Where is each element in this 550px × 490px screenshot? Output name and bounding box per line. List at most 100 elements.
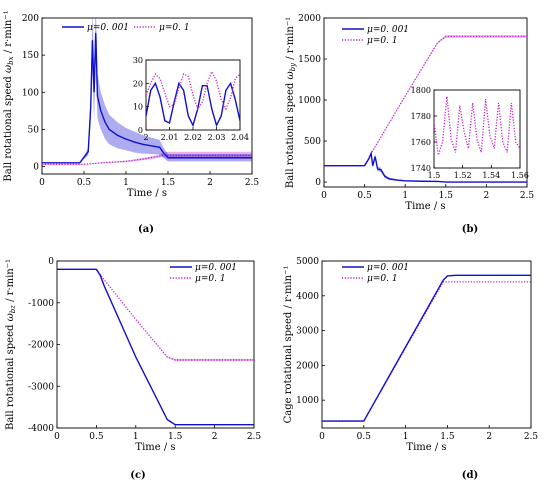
panel-a-ylabel-unit: / r·min⁻¹ xyxy=(3,10,14,56)
panel-d-series-mu-0001 xyxy=(322,274,531,422)
panel-b-ytick-label: 500 xyxy=(304,137,321,147)
panel-c-legend-label: μ=0. 001 xyxy=(195,263,237,273)
panel-a-inset-xtick-label: 2.03 xyxy=(208,133,226,142)
panel-b-inset-ytick-label: 1800 xyxy=(411,86,431,95)
panel-b-xtick-label: 0 xyxy=(321,191,327,201)
panel-a-inset-xtick-label: 2.02 xyxy=(184,133,202,142)
panel-a-inset-series-mu-01 xyxy=(146,70,240,111)
panel-b-legend-label: μ=0. 1 xyxy=(367,36,398,46)
panel-a-ylabel-text: Ball rotational speed xyxy=(3,73,14,182)
panel-a-xtick-label: 1.5 xyxy=(161,178,176,188)
panel-a-inset-ytick-label: 0 xyxy=(138,126,143,135)
panel-a-inset-xtick-label: 2.01 xyxy=(161,133,179,142)
panel-b-ytick-label: 2000 xyxy=(298,14,321,24)
panel-b-inset-series-mu-01 xyxy=(434,96,520,156)
panel-b-inset: 1.5 1.52 1.54 1.56 1740 1760 1780 1800 xyxy=(411,86,529,180)
panel-a-inset-ytick-label: 10 xyxy=(133,103,143,112)
panel-a-xtick-label: 0.5 xyxy=(77,178,92,188)
panel-c-ylabel-subscript: bz xyxy=(9,305,17,313)
panel-d-xtick-label: 2.5 xyxy=(524,432,539,442)
panel-d-xtick-label: 1 xyxy=(403,432,409,442)
panel-b-xtick-label: 1 xyxy=(402,191,408,201)
panel-c-ytick-label: -2000 xyxy=(28,341,54,351)
panel-d-ytick-label: 2000 xyxy=(296,361,319,371)
panel-a-ylabel-symbol: ω xyxy=(3,65,14,73)
panel-d-series-mu-01 xyxy=(322,281,531,422)
panel-c-frame xyxy=(56,260,255,429)
panel-d-xtick-label: 0.5 xyxy=(357,432,372,442)
panel-b-inset-xtick-label: 1.5 xyxy=(428,171,441,180)
panel-a-ytick-label: 200 xyxy=(22,14,39,24)
panel-b-inset-xtick-label: 1.54 xyxy=(482,171,500,180)
panel-b-series-mu-0001 xyxy=(324,150,527,183)
panel-a-series-mu-0001 xyxy=(42,32,252,164)
panel-c-ylabel: Ball rotational speed ωbz / r·min⁻¹ xyxy=(5,259,17,430)
panel-c-xtick-label: 1.5 xyxy=(168,432,183,442)
panel-a-xtick-label: 2 xyxy=(207,178,213,188)
panel-a-legend-label: μ=0. 1 xyxy=(159,23,190,33)
panel-c-ytick-label: -3000 xyxy=(28,382,54,392)
panel-c: 0 0.5 1 1.5 2 2.5 -4000 -3000 -2000 -1000 0 Time / … xyxy=(5,257,261,481)
panel-c-xtick-label: 2.5 xyxy=(247,432,262,442)
panel-d-ylabel: Cage rotational speed / r·min⁻¹ xyxy=(283,266,294,424)
panel-a-series-mu-01-oscillation-band xyxy=(42,151,252,165)
panel-b-series-mu-01 xyxy=(324,35,527,167)
panel-a-inset-series-mu-0001 xyxy=(146,81,240,128)
panel-a-ytick-label: 150 xyxy=(22,51,39,61)
panel-a-inset-xtick-label: 2.04 xyxy=(231,133,249,142)
panel-a-label: (a) xyxy=(138,224,154,235)
panel-b-inset-ytick-label: 1760 xyxy=(411,138,431,147)
panel-b-inset-ytick-label: 1780 xyxy=(411,112,431,121)
panel-d-xtick-label: 1.5 xyxy=(440,432,455,442)
panel-d-xlabel: Time / s xyxy=(406,442,446,453)
panel-c-legend-label: μ=0. 1 xyxy=(195,274,226,284)
panel-b-ylabel-unit: / r·min⁻¹ xyxy=(285,17,296,63)
panel-b-xtick-label: 2.5 xyxy=(520,191,535,201)
panel-a-xtick-label: 0 xyxy=(39,178,45,188)
panel-a-xlabel: Time / s xyxy=(127,188,167,199)
panel-c-xtick-label: 0 xyxy=(54,432,60,442)
panel-a-ytick-label: 100 xyxy=(22,88,39,98)
panel-c-ytick-label: 0 xyxy=(48,257,54,267)
panel-a-xtick-label: 1 xyxy=(123,178,129,188)
panel-c-xtick-label: 2 xyxy=(212,432,218,442)
panel-a-inset-ytick-label: 20 xyxy=(133,79,143,88)
panel-c-ylabel-symbol: ω xyxy=(5,313,16,321)
panel-a-series-mu-01 xyxy=(42,154,252,165)
panel-b-xtick-label: 1.5 xyxy=(439,191,454,201)
panel-b-ytick-label: 1000 xyxy=(298,96,321,106)
panel-b-ylabel-subscript: by xyxy=(289,62,297,71)
panel-d-label: (d) xyxy=(462,470,478,481)
panel-b-ytick-label: 1500 xyxy=(298,55,321,65)
panel-d-xtick-label: 0 xyxy=(319,432,325,442)
panel-c-ytick-label: -4000 xyxy=(28,424,54,434)
panel-b-inset-frame xyxy=(433,89,521,169)
panel-d-legend-label: μ=0. 1 xyxy=(367,274,398,284)
panel-c-xlabel: Time / s xyxy=(135,442,175,453)
panel-d-ytick-label: 5000 xyxy=(296,257,319,267)
panel-a-frame xyxy=(41,17,253,175)
panel-b-legend-label: μ=0. 001 xyxy=(367,25,409,35)
panel-b-inset-ytick-label: 1740 xyxy=(411,164,431,173)
panel-c-ylabel-text: Ball rotational speed xyxy=(5,321,16,430)
panel-c-ylabel-unit: / r·min⁻¹ xyxy=(5,259,16,305)
panel-b-ylabel-text: Ball rotational speed xyxy=(285,80,296,189)
panel-b-frame xyxy=(323,17,528,188)
panel-a-legend-label: μ=0. 001 xyxy=(87,23,129,33)
panel-d-xtick-label: 2 xyxy=(486,432,492,442)
panel-b-xtick-label: 0.5 xyxy=(357,191,372,201)
panel-d-frame xyxy=(321,260,532,429)
panel-a-inset-xtick-label: 2 xyxy=(143,133,148,142)
panel-d-ytick-label: 4000 xyxy=(296,292,319,302)
panel-d-ytick-label: 1000 xyxy=(296,396,319,406)
panel-b-inset-xtick-label: 1.56 xyxy=(511,171,529,180)
panel-d: 0 0.5 1 1.5 2 2.5 1000 2000 3000 4000 5000 Time / s… xyxy=(283,257,538,481)
panel-a-inset-ytick-label: 30 xyxy=(133,56,143,65)
panel-a-inset: 2 2.01 2.02 2.03 2.04 0 10 20 30 xyxy=(133,56,249,142)
panel-c-label: (c) xyxy=(130,470,146,481)
panel-a-xtick-label: 2.5 xyxy=(245,178,260,188)
panel-b-xtick-label: 2 xyxy=(484,191,490,201)
panel-b-label: (b) xyxy=(462,224,478,235)
